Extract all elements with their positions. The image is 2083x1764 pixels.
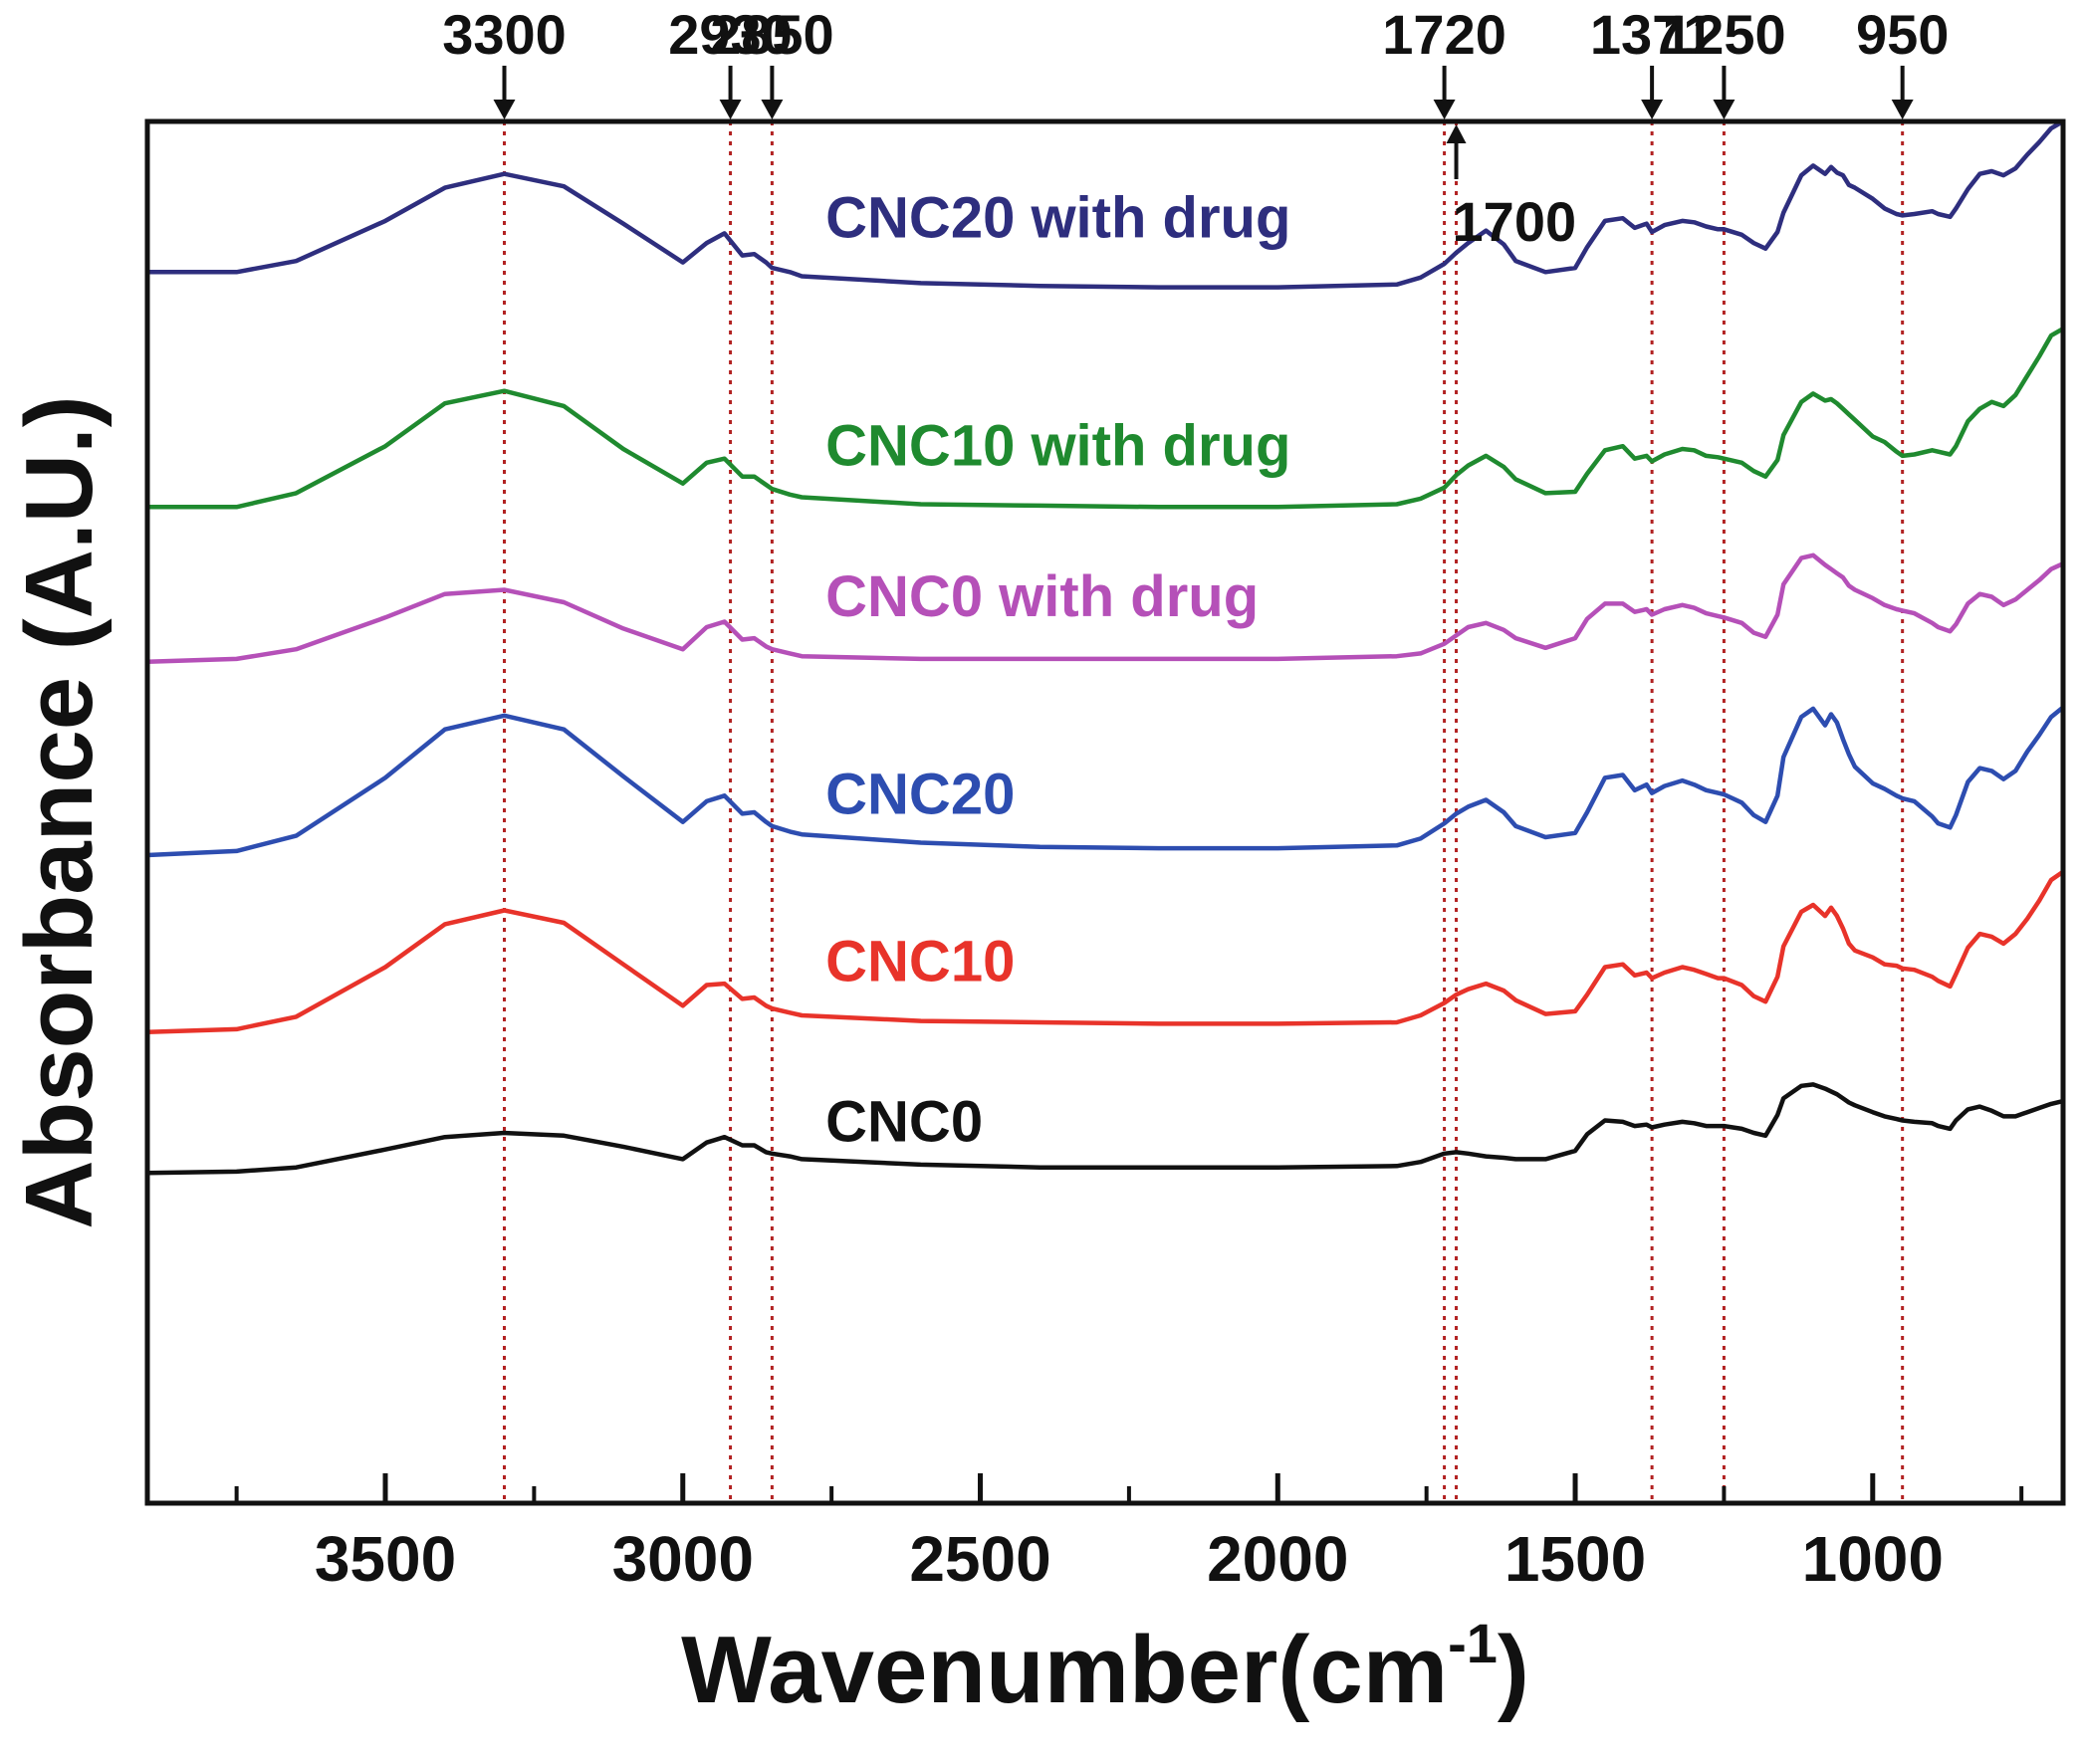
x-axis-title: Wavenumber(cm-1) xyxy=(681,1612,1529,1723)
peak-marker-2930: 2930 xyxy=(668,3,793,119)
series-label-cnc0-with-drug: CNC0 with drug xyxy=(825,564,1259,629)
series-label-cnc20: CNC20 xyxy=(825,762,1015,826)
peak-arrow-head xyxy=(1446,124,1467,143)
peak-arrow-head xyxy=(761,100,784,119)
series-line-cnc10-with-drug xyxy=(147,327,2065,510)
peak-arrow-head xyxy=(1433,100,1456,119)
series-label-cnc20-with-drug: CNC20 with drug xyxy=(825,186,1290,251)
peak-arrow-head xyxy=(1641,100,1664,119)
series-label-cnc0: CNC0 xyxy=(825,1089,983,1154)
peak-arrow-head xyxy=(719,100,742,119)
series-line-cnc0 xyxy=(146,1082,2064,1176)
series-label-cnc10-with-drug: CNC10 with drug xyxy=(825,414,1290,479)
series-line-cnc20-with-drug xyxy=(147,119,2065,290)
peak-label-1720: 1720 xyxy=(1382,3,1506,66)
peak-marker-2850: 2850 xyxy=(710,3,834,119)
series-line-cnc0-with-drug xyxy=(146,552,2064,664)
series-line-cnc10 xyxy=(146,869,2065,1034)
series-line-cnc20 xyxy=(146,705,2065,858)
x-tick-label-3500: 3500 xyxy=(315,1523,456,1595)
x-tick-label-1000: 1000 xyxy=(1802,1523,1944,1595)
peak-marker-1720: 1720 xyxy=(1382,3,1506,119)
peak-label-3300: 3300 xyxy=(442,3,567,66)
x-tick-label-2000: 2000 xyxy=(1207,1523,1348,1595)
y-axis-title: Absorbance (A.U.) xyxy=(6,395,113,1228)
x-tick-label-2500: 2500 xyxy=(909,1523,1050,1595)
peak-reference-lines xyxy=(503,121,1905,1503)
peak-arrow-head xyxy=(1713,100,1736,119)
spectra-curves xyxy=(146,119,2065,1176)
series-label-cnc10: CNC10 xyxy=(825,929,1015,993)
x-tick-label-1500: 1500 xyxy=(1504,1523,1646,1595)
peak-marker-950: 950 xyxy=(1856,3,1949,119)
peak-marker-3300: 3300 xyxy=(442,3,567,119)
x-axis-ticks: 3500 3000 2500 2000 1500 1000 xyxy=(234,1473,2024,1595)
peak-arrow-head xyxy=(1891,100,1914,119)
peak-arrow-head xyxy=(493,100,516,119)
x-axis-title-close: ) xyxy=(1498,1617,1529,1723)
peak-label-1700: 1700 xyxy=(1453,190,1577,253)
plot-frame xyxy=(144,118,2066,1506)
peak-label-2850: 2850 xyxy=(710,3,834,66)
x-axis-title-superscript: -1 xyxy=(1448,1612,1498,1674)
peak-marker-1250: 1250 xyxy=(1662,3,1786,119)
x-tick-label-3000: 3000 xyxy=(612,1523,754,1595)
peak-label-1371: 1371 xyxy=(1590,3,1715,66)
peak-label-950: 950 xyxy=(1856,3,1949,66)
peak-label-2930: 2930 xyxy=(668,3,793,66)
peak-label-1250: 1250 xyxy=(1662,3,1786,66)
peak-marker-1700: 1700 xyxy=(1446,124,1577,253)
series-labels: CNC20 with drug CNC10 with drug CNC0 with … xyxy=(825,186,1290,1155)
peak-marker-1371: 1371 xyxy=(1590,3,1715,119)
